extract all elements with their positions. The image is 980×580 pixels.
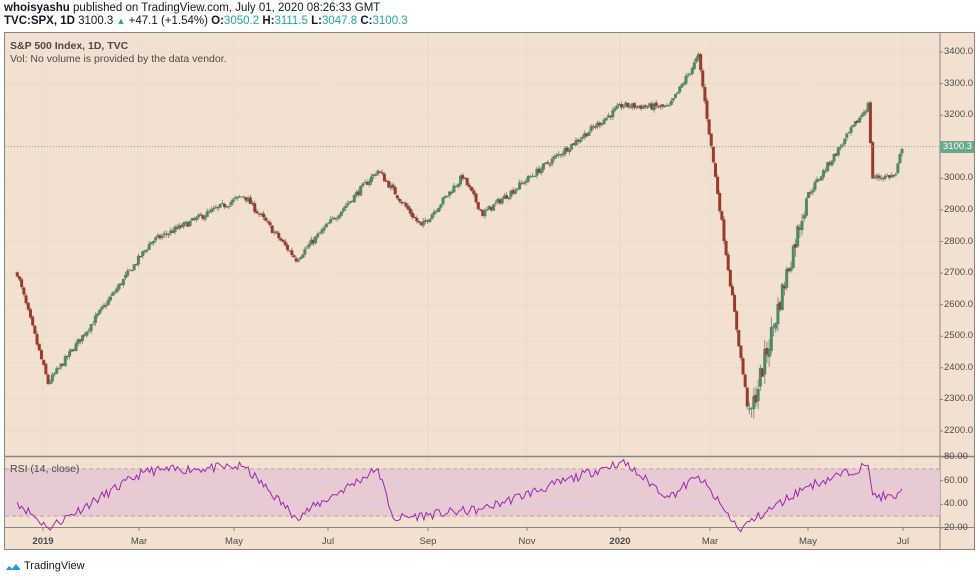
price-tick-label: 2900.0 <box>944 203 974 215</box>
symbol-label: TVC:SPX, 1D <box>4 15 75 27</box>
low-label: L: <box>311 15 322 27</box>
author-name[interactable]: whoisyashu <box>4 2 70 14</box>
time-tick-label: 2020 <box>609 536 631 547</box>
volume-note: Vol: No volume is provided by the data v… <box>10 53 227 65</box>
time-tick-label: Sep <box>419 536 437 547</box>
series-title: S&P 500 Index, 1D, TVC <box>10 40 129 52</box>
brand-label: TradingView <box>24 560 85 572</box>
high-label: H: <box>262 15 275 27</box>
rsi-title: RSI (14, close) <box>10 463 80 475</box>
time-tick-label: Nov <box>518 536 536 547</box>
time-tick-label: Mar <box>701 536 719 547</box>
tradingview-cloud-icon <box>4 562 21 571</box>
price-tick-label: 2400.0 <box>944 361 974 373</box>
price-tick-label: 2700.0 <box>944 267 974 279</box>
time-tick-label: Jul <box>896 536 910 547</box>
low-value: 3047.8 <box>321 15 358 27</box>
last-price-label: 3100.3 <box>940 141 974 153</box>
time-tick-label: 2019 <box>32 536 54 547</box>
tradingview-logo[interactable]: TradingView <box>4 560 85 572</box>
publish-text: published on TradingView.com, July 01, 2… <box>73 2 381 14</box>
chart-frame[interactable] <box>4 32 975 550</box>
symbol-info: TVC:SPX, 1D 3100.3 ▲ +47.1 (+1.54%) O:30… <box>4 15 408 27</box>
price-tick-label: 2500.0 <box>944 330 974 342</box>
publish-info: whoisyashu published on TradingView.com,… <box>4 2 380 14</box>
price-change: +47.1 (+1.54%) <box>128 15 208 27</box>
last-price: 3100.3 <box>78 15 114 27</box>
price-tick-label: 3300.0 <box>944 77 974 89</box>
time-tick-label: May <box>225 536 243 547</box>
high-value: 3111.5 <box>274 15 308 27</box>
up-arrow-icon: ▲ <box>116 16 126 26</box>
price-tick-label: 2800.0 <box>944 235 974 247</box>
open-value: 3050.2 <box>223 15 260 27</box>
price-tick-label: 2300.0 <box>944 393 974 405</box>
open-label: O: <box>211 15 224 27</box>
price-tick-label: 2200.0 <box>944 425 974 436</box>
rsi-tick-label: 80.00 <box>944 451 968 462</box>
rsi-tick-label: 40.00 <box>944 498 968 510</box>
price-tick-label: 3400.0 <box>944 46 974 57</box>
price-tick-label: 2600.0 <box>944 298 974 310</box>
rsi-tick-label: 60.00 <box>944 474 968 486</box>
price-tick-label: 3200.0 <box>944 109 974 121</box>
price-tick-label: 3000.0 <box>944 172 974 184</box>
rsi-tick-label: 20.00 <box>944 522 968 533</box>
time-tick-label: Mar <box>130 536 148 547</box>
close-label: C: <box>360 15 373 27</box>
time-tick-label: Jul <box>321 536 335 547</box>
time-tick-label: May <box>799 536 817 547</box>
close-value: 3100.3 <box>372 15 408 27</box>
